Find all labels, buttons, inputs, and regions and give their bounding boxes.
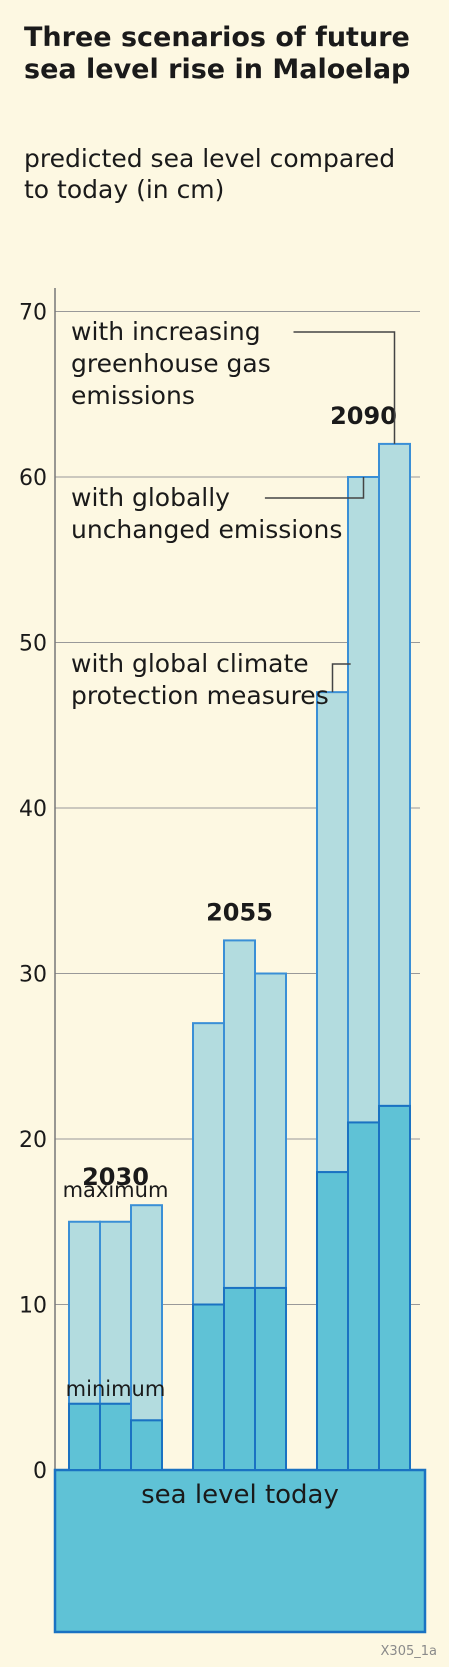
y-tick-label: 60 — [19, 466, 47, 491]
year-label: 2090 — [330, 402, 397, 430]
y-tick-label: 30 — [19, 963, 47, 988]
minimum-label: minimum — [66, 1377, 166, 1401]
bar-minimum-range — [316, 1171, 349, 1471]
sea-level-today-block — [53, 1468, 427, 1634]
y-tick-label: 10 — [19, 1294, 47, 1319]
year-label: 2030 — [82, 1163, 149, 1191]
bar-maximum-range — [99, 1220, 132, 1405]
y-tick-label: 70 — [19, 301, 47, 326]
bar-maximum-range — [223, 939, 256, 1289]
bar-minimum-range — [68, 1402, 101, 1472]
bar-maximum-range — [378, 442, 411, 1107]
year-label: 2055 — [206, 898, 273, 926]
bar-minimum-range — [347, 1121, 380, 1471]
bar-maximum-range — [316, 691, 349, 1174]
maximum-label: maximum — [63, 1178, 169, 1202]
scenario-label: with increasing greenhouse gas emissions — [71, 317, 271, 410]
y-tick-label: 20 — [19, 1128, 47, 1153]
bar-minimum-range — [223, 1286, 256, 1471]
figure-code: X305_1a — [380, 1644, 437, 1659]
bar-minimum-range — [192, 1303, 225, 1471]
scenario-label: with globally unchanged emissions — [71, 483, 342, 544]
bar-maximum-range — [192, 1022, 225, 1306]
chart-subtitle: predicted sea level compared to today (i… — [24, 144, 396, 204]
bar-maximum-range — [254, 972, 287, 1289]
chart-title: Three scenarios of future sea level rise… — [24, 22, 411, 85]
bar-minimum-range — [378, 1104, 411, 1472]
sea-level-today-label: sea level today — [141, 1480, 339, 1510]
scenario-leader-line — [264, 477, 365, 499]
bar-maximum-range — [347, 476, 380, 1124]
bar-maximum-range — [68, 1220, 101, 1405]
y-tick-label: 0 — [33, 1459, 47, 1484]
bar-minimum-range — [254, 1286, 287, 1471]
scenario-leader-line — [331, 663, 351, 693]
scenario-label: with global climate protection measures — [71, 649, 329, 710]
scenario-leader-line — [293, 331, 396, 444]
bar-maximum-range — [130, 1204, 163, 1422]
y-tick-label: 50 — [19, 632, 47, 657]
y-tick-label: 40 — [19, 797, 47, 822]
bar-minimum-range — [99, 1402, 132, 1472]
bar-minimum-range — [130, 1419, 163, 1471]
